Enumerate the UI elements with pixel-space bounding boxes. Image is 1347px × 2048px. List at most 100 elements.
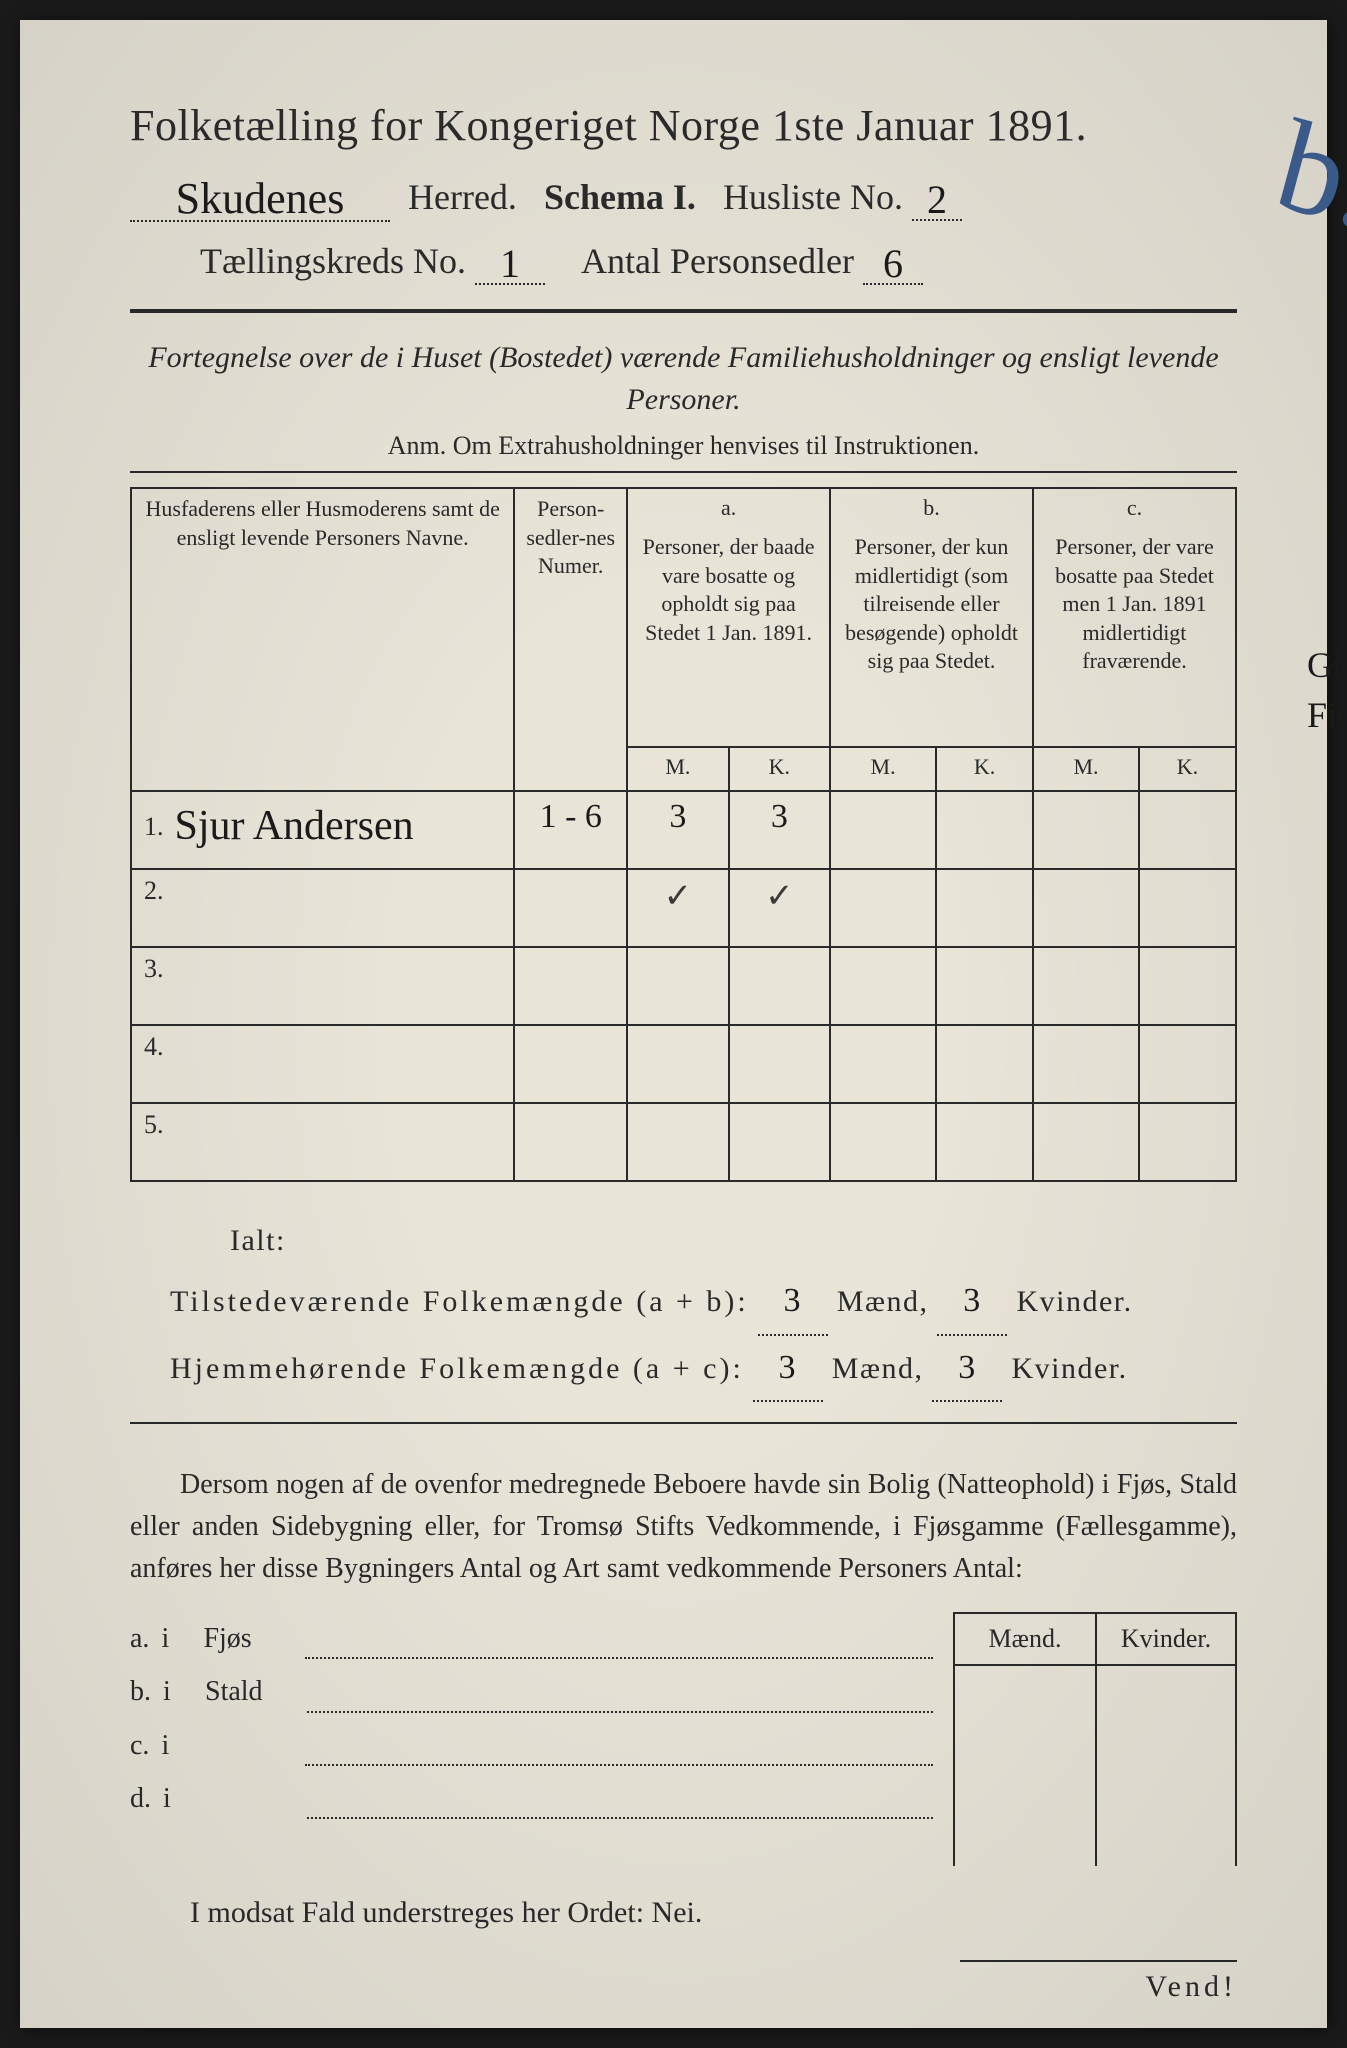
row-dots: [307, 1766, 933, 1819]
cell-num: [514, 1103, 627, 1181]
building-cols: Mænd. Kvinder.: [953, 1612, 1237, 1866]
kvinder-2: Kvinder.: [1011, 1352, 1127, 1385]
kreds-label: Tællingskreds No.: [200, 241, 466, 281]
row-label: Stald: [205, 1665, 295, 1718]
row-i: i: [161, 1612, 191, 1665]
col-c-head: c.: [1033, 488, 1236, 527]
building-row: c. i: [130, 1719, 933, 1772]
cell-num: [514, 869, 627, 947]
col-numer: Person-sedler-nes Numer.: [514, 488, 627, 791]
side-body-k: [1097, 1666, 1235, 1866]
row-key: a.: [130, 1612, 149, 1665]
cell-bM: [830, 1025, 936, 1103]
cell-name: 4.: [131, 1025, 514, 1103]
col-b-head: b.: [830, 488, 1033, 527]
cell-cK: [1139, 869, 1236, 947]
cell-num: [514, 947, 627, 1025]
cell-aK: [729, 947, 830, 1025]
cell-cK: [1139, 947, 1236, 1025]
cell-bK: [936, 869, 1033, 947]
header-row-1: Skudenes Herred. Schema I. Husliste No. …: [130, 169, 1237, 222]
row-dots: [305, 1606, 933, 1659]
cell-cM: [1033, 1025, 1139, 1103]
cell-bK: [936, 947, 1033, 1025]
cell-aM: ✓: [627, 869, 728, 947]
anm-note: Anm. Om Extrahusholdninger henvises til …: [130, 431, 1237, 461]
building-list: a. i Fjøs b. i Stald c. i d. i: [130, 1612, 933, 1866]
page-title: Folketælling for Kongeriget Norge 1ste J…: [130, 100, 1237, 151]
a-k: K.: [729, 747, 830, 791]
row-key: c.: [130, 1719, 149, 1772]
cell-aK: 3: [729, 791, 830, 869]
col-a: Personer, der baade vare bosatte og opho…: [627, 527, 830, 747]
row-i: i: [161, 1719, 191, 1772]
b-m: M.: [830, 747, 936, 791]
table-row: 3.: [131, 947, 1236, 1025]
cell-aM: [627, 947, 728, 1025]
b-k: K.: [936, 747, 1033, 791]
maend-2: Mænd,: [832, 1352, 924, 1385]
household-table: Husfaderens eller Husmoderens samt de en…: [130, 487, 1237, 1182]
tilstede-k: 3: [963, 1269, 982, 1334]
cell-bK: [936, 791, 1033, 869]
hjemme-m: 3: [779, 1336, 798, 1401]
col-c: Personer, der vare bosatte paa Stedet me…: [1033, 527, 1236, 747]
cell-bM: [830, 947, 936, 1025]
c-m: M.: [1033, 747, 1139, 791]
cell-cK: [1139, 1025, 1236, 1103]
cell-bM: [830, 791, 936, 869]
totals-block: Ialt: Tilstedeværende Folkemængde (a + b…: [170, 1212, 1237, 1402]
row-label: Fjøs: [203, 1612, 293, 1665]
rule-3: [130, 1422, 1237, 1424]
cell-aK: [729, 1103, 830, 1181]
tilstede-m: 3: [784, 1269, 803, 1334]
cell-cK: [1139, 1103, 1236, 1181]
ialt-label: Ialt:: [230, 1212, 1237, 1269]
row-i: i: [163, 1772, 193, 1825]
table-row: 4.: [131, 1025, 1236, 1103]
cell-bM: [830, 869, 936, 947]
table-row: 5.: [131, 1103, 1236, 1181]
cell-num: 1 - 6: [514, 791, 627, 869]
cell-cM: [1033, 869, 1139, 947]
margin-note-2: Fisker: [1307, 690, 1347, 740]
cell-aM: [627, 1103, 728, 1181]
instruction-paragraph: Dersom nogen af de ovenfor medregnede Be…: [130, 1464, 1237, 1590]
rule-2: [130, 471, 1237, 473]
cell-bK: [936, 1103, 1033, 1181]
cell-bK: [936, 1025, 1033, 1103]
margin-occupation: Gbr. Fisker: [1307, 640, 1347, 741]
building-row: b. i Stald: [130, 1665, 933, 1718]
cell-name: 2.: [131, 869, 514, 947]
row-label: [205, 1772, 295, 1825]
c-k: K.: [1139, 747, 1236, 791]
husliste-value: 2: [927, 176, 947, 223]
cell-cM: [1033, 947, 1139, 1025]
maend-1: Mænd,: [837, 1285, 929, 1318]
cell-aM: [627, 1025, 728, 1103]
table-row: 1. Sjur Andersen 1 - 6 3 3: [131, 791, 1236, 869]
cell-cM: [1033, 1103, 1139, 1181]
row-dots: [307, 1659, 933, 1712]
herred-value: Skudenes: [176, 173, 345, 224]
table-row: 2. ✓ ✓: [131, 869, 1236, 947]
subtitle: Fortegnelse over de i Huset (Bostedet) v…: [130, 337, 1237, 421]
hjemme-k: 3: [958, 1336, 977, 1401]
building-row: d. i: [130, 1772, 933, 1825]
building-row: a. i Fjøs: [130, 1612, 933, 1665]
rule-1: [130, 309, 1237, 313]
cell-aK: ✓: [729, 869, 830, 947]
cell-bM: [830, 1103, 936, 1181]
tilstede-label: Tilstedeværende Folkemængde (a + b):: [170, 1285, 749, 1318]
antal-label: Antal Personsedler: [581, 241, 854, 281]
cell-aM: 3: [627, 791, 728, 869]
herred-label: Herred.: [408, 177, 517, 217]
col-b: Personer, der kun midlertidigt (som tilr…: [830, 527, 1033, 747]
cell-cK: [1139, 791, 1236, 869]
building-table: a. i Fjøs b. i Stald c. i d. i Mænd. Kvi…: [130, 1612, 1237, 1866]
cell-name: 3.: [131, 947, 514, 1025]
side-body-m: [955, 1666, 1095, 1866]
col-a-head: a.: [627, 488, 830, 527]
cell-aK: [729, 1025, 830, 1103]
census-form-page: b. Folketælling for Kongeriget Norge 1st…: [20, 20, 1327, 2028]
